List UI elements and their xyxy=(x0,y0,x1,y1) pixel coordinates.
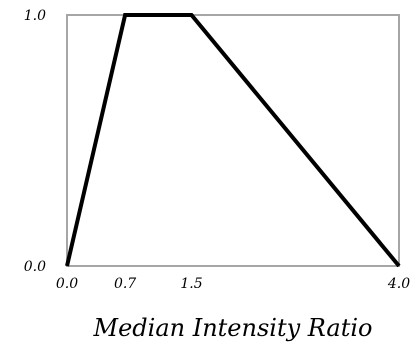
x-tick-labels: 0.0 0.7 1.5 4.0 xyxy=(56,276,410,292)
plot-area-frame xyxy=(66,14,400,267)
y-tick-label: 0.0 xyxy=(24,259,46,275)
x-axis-title: Median Intensity Ratio xyxy=(93,314,373,342)
x-tick-label: 4.0 xyxy=(387,276,410,292)
series-line-0 xyxy=(65,13,401,268)
x-tick-label: 0.7 xyxy=(114,276,136,292)
y-tick-label: 1.0 xyxy=(24,8,46,24)
series-layer xyxy=(65,13,401,268)
x-tick-label: 1.5 xyxy=(180,276,202,292)
y-tick-labels: 0.0 1.0 xyxy=(24,8,46,275)
x-tick-label: 0.0 xyxy=(56,276,78,292)
